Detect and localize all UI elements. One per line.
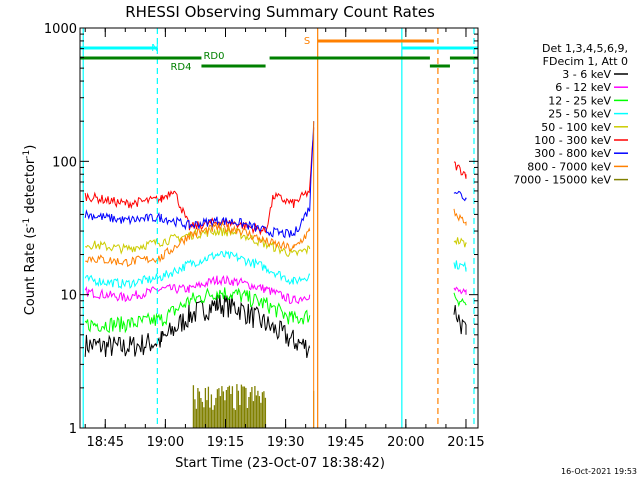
series-0-line-b <box>453 304 467 335</box>
y-tick-label-2: 100 <box>52 155 77 170</box>
y-label-main: Count Rate (s <box>23 227 38 316</box>
y-label-sup-2: -1 <box>22 150 32 159</box>
x-tick-label-4: 19:45 <box>327 435 364 450</box>
series-4-line-b <box>453 237 467 248</box>
legend-label-0: 3 - 6 keV <box>562 68 611 81</box>
x-tick-label-5: 20:00 <box>387 435 424 450</box>
y-label-end: ) <box>23 145 38 150</box>
plot-area: N RD0 RD4 S 1 10 100 1000 18:45 19:00 19:15 19:30 19… <box>44 22 485 450</box>
y-label-sup-1: -1 <box>22 218 32 227</box>
legend-label-8: 7000 - 15000 keV <box>513 174 611 187</box>
legend-label-1: 6 - 12 keV <box>555 81 611 94</box>
series-6-line-b <box>453 190 467 202</box>
legend-label-7: 800 - 7000 keV <box>527 160 611 173</box>
legend-label-3: 25 - 50 keV <box>548 108 611 121</box>
flag-label-rd4: RD4 <box>170 62 191 73</box>
y-tick-label-3: 1000 <box>44 22 77 37</box>
x-axis-label: Start Time (23-Oct-07 18:38:42) <box>175 456 385 471</box>
legend-label-4: 50 - 100 keV <box>541 121 611 134</box>
series-7-line-b <box>453 208 467 226</box>
series-2-line <box>84 287 311 334</box>
series-1-line <box>84 274 311 305</box>
x-tick-label-3: 19:30 <box>267 435 304 450</box>
footer-date: 16-Oct-2021 19:53 <box>561 467 637 476</box>
y-tick-label-1: 10 <box>60 289 77 304</box>
flag-label-s: S <box>304 36 310 47</box>
series-6-line <box>84 121 315 239</box>
legend-header-line-1: Det 1,3,4,5,6,9, <box>542 42 628 55</box>
legend-label-2: 12 - 25 keV <box>548 94 611 107</box>
x-tick-label-6: 20:15 <box>447 435 484 450</box>
x-tick-label-0: 18:45 <box>87 435 124 450</box>
legend: Det 1,3,4,5,6,9, FDecim 1, Att 0 3 - 6 k… <box>513 42 628 187</box>
legend-label-5: 100 - 300 keV <box>534 134 611 147</box>
series-3-line-b <box>453 260 467 272</box>
flag-label-rd0: RD0 <box>203 51 224 62</box>
series-1-line-b <box>453 286 467 295</box>
legend-label-6: 300 - 800 keV <box>534 147 611 160</box>
series-4-line <box>84 226 311 257</box>
y-label-mid: detector <box>23 158 38 218</box>
legend-header-line-2: FDecim 1, Att 0 <box>543 55 628 68</box>
x-tick-label-2: 19:15 <box>207 435 244 450</box>
series-3-line <box>84 249 311 290</box>
y-tick-label-0: 1 <box>69 422 77 437</box>
series-5-line-b <box>453 161 467 179</box>
series-0-line <box>84 294 311 358</box>
flag-label-n: N <box>151 43 158 54</box>
y-axis-label: Count Rate (s-1 detector-1) <box>22 145 38 316</box>
x-tick-label-1: 19:00 <box>147 435 184 450</box>
series-7-line <box>85 222 311 268</box>
chart-title: RHESSI Observing Summary Count Rates <box>125 3 435 21</box>
series-2-line-b <box>453 292 467 308</box>
axes-frame <box>79 27 479 429</box>
